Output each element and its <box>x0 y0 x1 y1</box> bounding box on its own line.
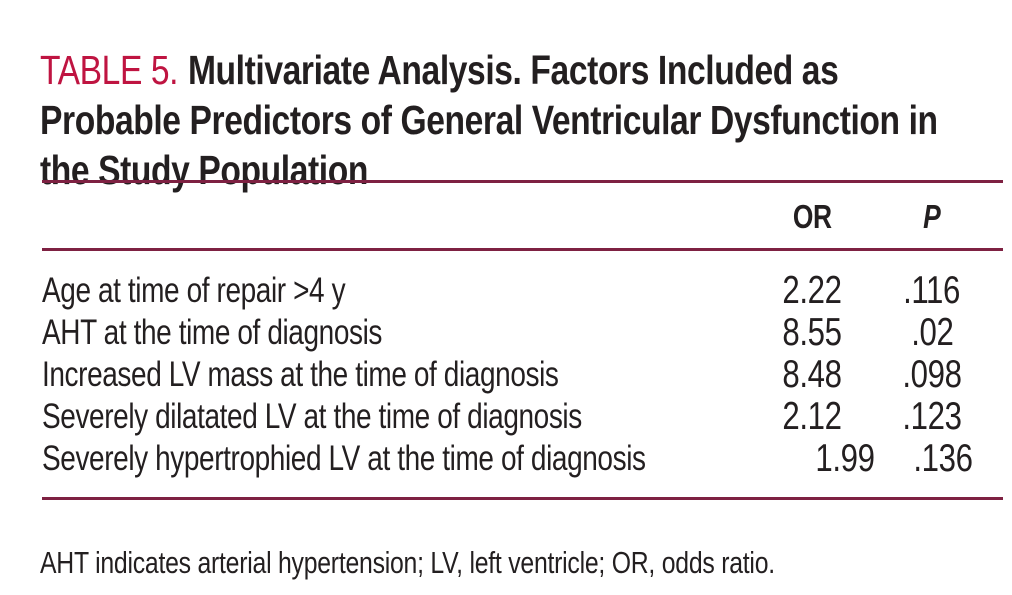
factor-cell: Severely hypertrophied LV at the time of… <box>42 439 797 479</box>
factor-label: Severely dilatated LV at the time of dia… <box>42 397 582 436</box>
factor-label: Severely hypertrophied LV at the time of… <box>42 439 646 478</box>
table-row: Severely dilatated LV at the time of dia… <box>42 395 1003 439</box>
table-footnote: AHT indicates arterial hypertension; LV,… <box>40 545 775 580</box>
p-cell: .02 <box>872 311 992 355</box>
table-row: Increased LV mass at the time of diagnos… <box>42 353 1003 397</box>
divider-top <box>42 180 1003 183</box>
or-value: 2.22 <box>782 269 842 312</box>
or-value: 2.12 <box>782 395 842 438</box>
divider-bottom <box>42 497 1003 500</box>
factor-label: AHT at the time of diagnosis <box>42 313 383 352</box>
or-cell: 8.48 <box>752 353 872 397</box>
factor-cell: Age at time of repair >4 y <box>42 271 752 311</box>
or-value: 8.55 <box>782 311 842 354</box>
table-row: AHT at the time of diagnosis 8.55 .02 <box>42 311 1003 355</box>
or-cell: 1.99 <box>797 437 895 481</box>
p-value: .116 <box>903 269 961 312</box>
or-header-label: OR <box>792 198 832 235</box>
or-cell: 8.55 <box>752 311 872 355</box>
factor-cell: Increased LV mass at the time of diagnos… <box>42 355 752 395</box>
column-header-or: OR <box>752 198 872 236</box>
p-cell: .116 <box>872 269 992 313</box>
p-header-label: P <box>923 198 941 235</box>
p-cell: .123 <box>872 395 992 439</box>
p-value: .02 <box>910 311 954 354</box>
factor-label: Age at time of repair >4 y <box>42 271 346 310</box>
or-cell: 2.12 <box>752 395 872 439</box>
factor-label: Increased LV mass at the time of diagnos… <box>42 355 559 394</box>
table-header-row: OR P <box>42 196 1003 238</box>
or-value: 8.48 <box>782 353 842 396</box>
or-value: 1.99 <box>815 437 876 480</box>
factor-cell: Severely dilatated LV at the time of dia… <box>42 397 752 437</box>
table-number-label: TABLE 5. <box>40 47 179 94</box>
table-title: TABLE 5. Multivariate Analysis. Factors I… <box>40 45 979 195</box>
column-header-p: P <box>872 198 992 236</box>
p-cell: .136 <box>894 437 992 481</box>
p-value: .098 <box>902 353 962 396</box>
table-body: Age at time of repair >4 y 2.22 .116 AHT… <box>42 269 1003 481</box>
p-value: .123 <box>902 395 962 438</box>
table-row: Severely hypertrophied LV at the time of… <box>42 437 1003 481</box>
p-value: .136 <box>913 437 974 480</box>
p-cell: .098 <box>872 353 992 397</box>
or-cell: 2.22 <box>752 269 872 313</box>
table-row: Age at time of repair >4 y 2.22 .116 <box>42 269 1003 313</box>
divider-header <box>42 248 1003 251</box>
factor-cell: AHT at the time of diagnosis <box>42 313 752 353</box>
table-title-text: Multivariate Analysis. Factors Included … <box>40 47 938 194</box>
